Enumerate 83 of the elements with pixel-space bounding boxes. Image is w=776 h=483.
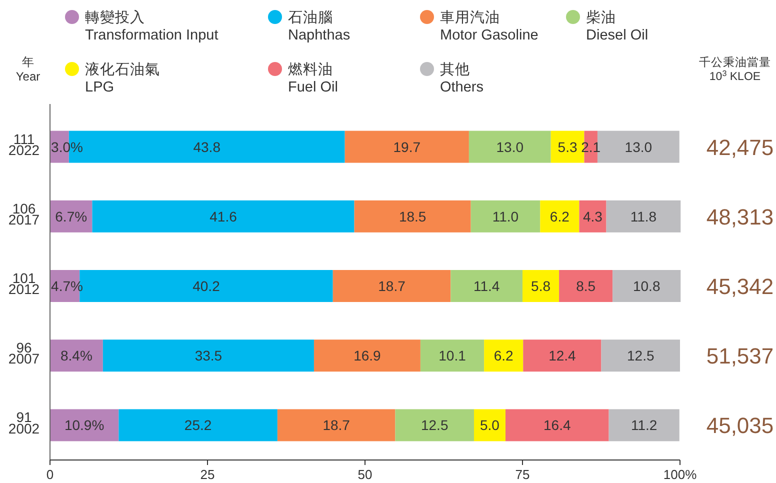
bar [277, 409, 396, 442]
y-tick-label: 111 2022 [8, 130, 40, 158]
y-tick-label: 96 2007 [8, 340, 40, 367]
bar [522, 270, 560, 302]
legend-label: 轉變投入 Transformation Input [85, 9, 218, 44]
data-label: 11.8 [630, 208, 657, 224]
data-label: 13.0 [496, 138, 524, 155]
bar [601, 340, 680, 372]
bar [50, 409, 119, 442]
data-label: 8.4% [60, 348, 92, 364]
data-label: 25.2 [184, 417, 212, 434]
x-tick-label: 25 [200, 467, 215, 482]
bar [420, 340, 484, 372]
bar [395, 409, 474, 442]
bar [344, 130, 469, 163]
bar [474, 409, 506, 442]
text: 48,313 [706, 204, 774, 230]
data-label: 10.9% [64, 417, 104, 434]
data-label: 12.5 [627, 348, 654, 364]
bar [470, 200, 540, 232]
legend-label: 燃料油 Fuel Oil [288, 61, 338, 96]
x-tick-label: 0 [46, 467, 54, 482]
data-label: 12.5 [420, 417, 448, 434]
bar [468, 130, 551, 163]
bar [505, 409, 609, 442]
data-label: 11.4 [473, 278, 500, 294]
y-tick-label: 106 2017 [8, 200, 40, 228]
bar [523, 340, 602, 372]
data-label: 6.7% [55, 208, 88, 224]
text: 45,035 [706, 413, 774, 438]
x-tick-label: 50 [358, 467, 372, 482]
legend-label: 柴油 Diesel Oil [586, 9, 648, 44]
bar [354, 200, 471, 232]
data-label: 41.6 [210, 208, 238, 224]
bar [608, 409, 680, 442]
text: 45,342 [706, 274, 774, 299]
text: 42,475 [706, 134, 774, 160]
data-label: 19.7 [393, 138, 421, 155]
legend-label: 液化石油氣 LPG [85, 61, 160, 96]
bar [540, 200, 580, 232]
y-tick-label: 101 2012 [8, 270, 40, 298]
data-label: 10.1 [438, 348, 466, 364]
data-label: 18.5 [398, 208, 426, 224]
legend-label: 石油腦 Naphthas [288, 9, 350, 44]
x-tick-label: 75 [515, 467, 530, 482]
bar [606, 200, 681, 232]
data-label: 11.0 [492, 208, 519, 224]
y-tick-label: 91 2002 [8, 409, 40, 436]
data-label: 5.0 [480, 417, 500, 434]
text: 51,537 [706, 344, 774, 369]
data-label: 16.4 [544, 417, 571, 434]
legend-label: 其他 Others [440, 61, 484, 96]
data-label: 10.8 [632, 278, 660, 294]
text: 千公秉油當量 10$^{3}$ KLOE [699, 55, 771, 83]
data-label: 6.2 [550, 208, 570, 224]
bar [484, 340, 524, 372]
bar [314, 340, 420, 372]
bar [450, 270, 522, 302]
data-label: 5.3 [558, 138, 578, 155]
data-label: 12.4 [548, 348, 576, 364]
data-label: 5.8 [531, 278, 551, 294]
bar [118, 409, 278, 442]
bar [332, 270, 451, 302]
data-label: 6.2 [494, 348, 514, 364]
y-axis-title: 年 Year [16, 55, 40, 84]
data-label: 33.5 [194, 348, 222, 364]
bar [612, 270, 681, 302]
bar [102, 340, 314, 372]
data-label: 4.3 [583, 208, 603, 224]
data-label: 18.7 [378, 278, 406, 294]
bar [50, 340, 103, 372]
data-label: 11.2 [630, 417, 658, 434]
data-label: 16.9 [354, 348, 382, 364]
bar [579, 200, 606, 232]
data-label: 8.5 [576, 278, 596, 294]
bar [559, 270, 613, 302]
data-label: 13.0 [624, 138, 652, 155]
data-label: 43.8 [193, 138, 221, 155]
legend-label: 車用汽油 Motor Gasoline [440, 9, 538, 44]
x-tick-label: 100% [663, 467, 698, 482]
bar [92, 200, 354, 232]
data-label: 18.7 [322, 417, 350, 434]
data-label: 40.2 [192, 278, 220, 294]
